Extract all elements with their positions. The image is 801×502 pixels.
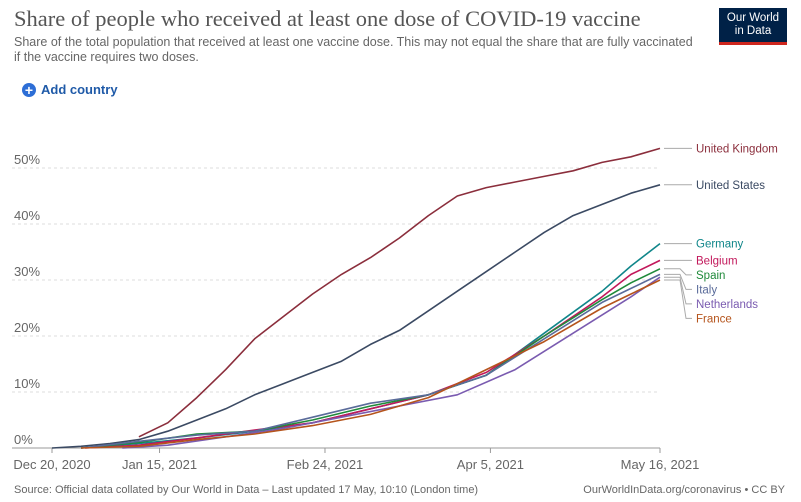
- legend-label-spain: Spain: [696, 270, 725, 282]
- y-tick-label: 40%: [14, 208, 40, 223]
- legend-label-germany: Germany: [696, 239, 744, 251]
- series-line-belgium: [85, 259, 661, 449]
- legend-label-france: France: [696, 313, 732, 325]
- legend-label-italy: Italy: [696, 284, 717, 296]
- series-line-united-kingdom: [138, 147, 661, 438]
- y-tick-label: 20%: [14, 320, 40, 335]
- y-tick-label: 50%: [14, 152, 40, 167]
- legend-connector-spain: [664, 268, 692, 276]
- y-tick-label: 0%: [14, 432, 33, 447]
- legend-label-united-states: United States: [696, 180, 765, 192]
- legend-label-belgium: Belgium: [696, 255, 738, 267]
- series-line-united-states: [51, 184, 661, 449]
- license-credit[interactable]: OurWorldInData.org/coronavirus • CC BY: [583, 484, 785, 496]
- series-line-germany: [80, 242, 661, 449]
- series-line-netherlands: [122, 276, 661, 449]
- add-country-label: Add country: [41, 82, 118, 97]
- legend-connector-france: [664, 279, 692, 319]
- x-tick-label: Apr 5, 2021: [457, 457, 524, 472]
- x-tick-label: May 16, 2021: [621, 457, 700, 472]
- y-tick-label: 10%: [14, 376, 40, 391]
- series-line-italy: [80, 273, 661, 449]
- legend-connector-italy: [664, 273, 692, 290]
- x-tick-label: Feb 24, 2021: [287, 457, 364, 472]
- legend-label-netherlands: Netherlands: [696, 299, 758, 311]
- chart-title: Share of people who received at least on…: [14, 6, 641, 31]
- logo-line-2: in Data: [734, 25, 772, 37]
- series-line-spain: [80, 268, 661, 449]
- chart-subtitle: Share of the total population that recei…: [14, 35, 693, 64]
- legend-label-united-kingdom: United Kingdom: [696, 143, 778, 155]
- owid-logo[interactable]: Our World in Data: [719, 8, 787, 45]
- y-tick-label: 30%: [14, 264, 40, 279]
- logo-line-1: Our World: [726, 12, 780, 24]
- source-note: Source: Official data collated by Our Wo…: [14, 484, 479, 496]
- plus-circle-icon: +: [22, 82, 36, 97]
- legend-connector-netherlands: [664, 276, 692, 305]
- series-line-france: [80, 279, 661, 449]
- x-tick-label: Jan 15, 2021: [122, 457, 197, 472]
- x-tick-label: Dec 20, 2020: [13, 457, 90, 472]
- add-country-button[interactable]: + Add country: [22, 82, 118, 97]
